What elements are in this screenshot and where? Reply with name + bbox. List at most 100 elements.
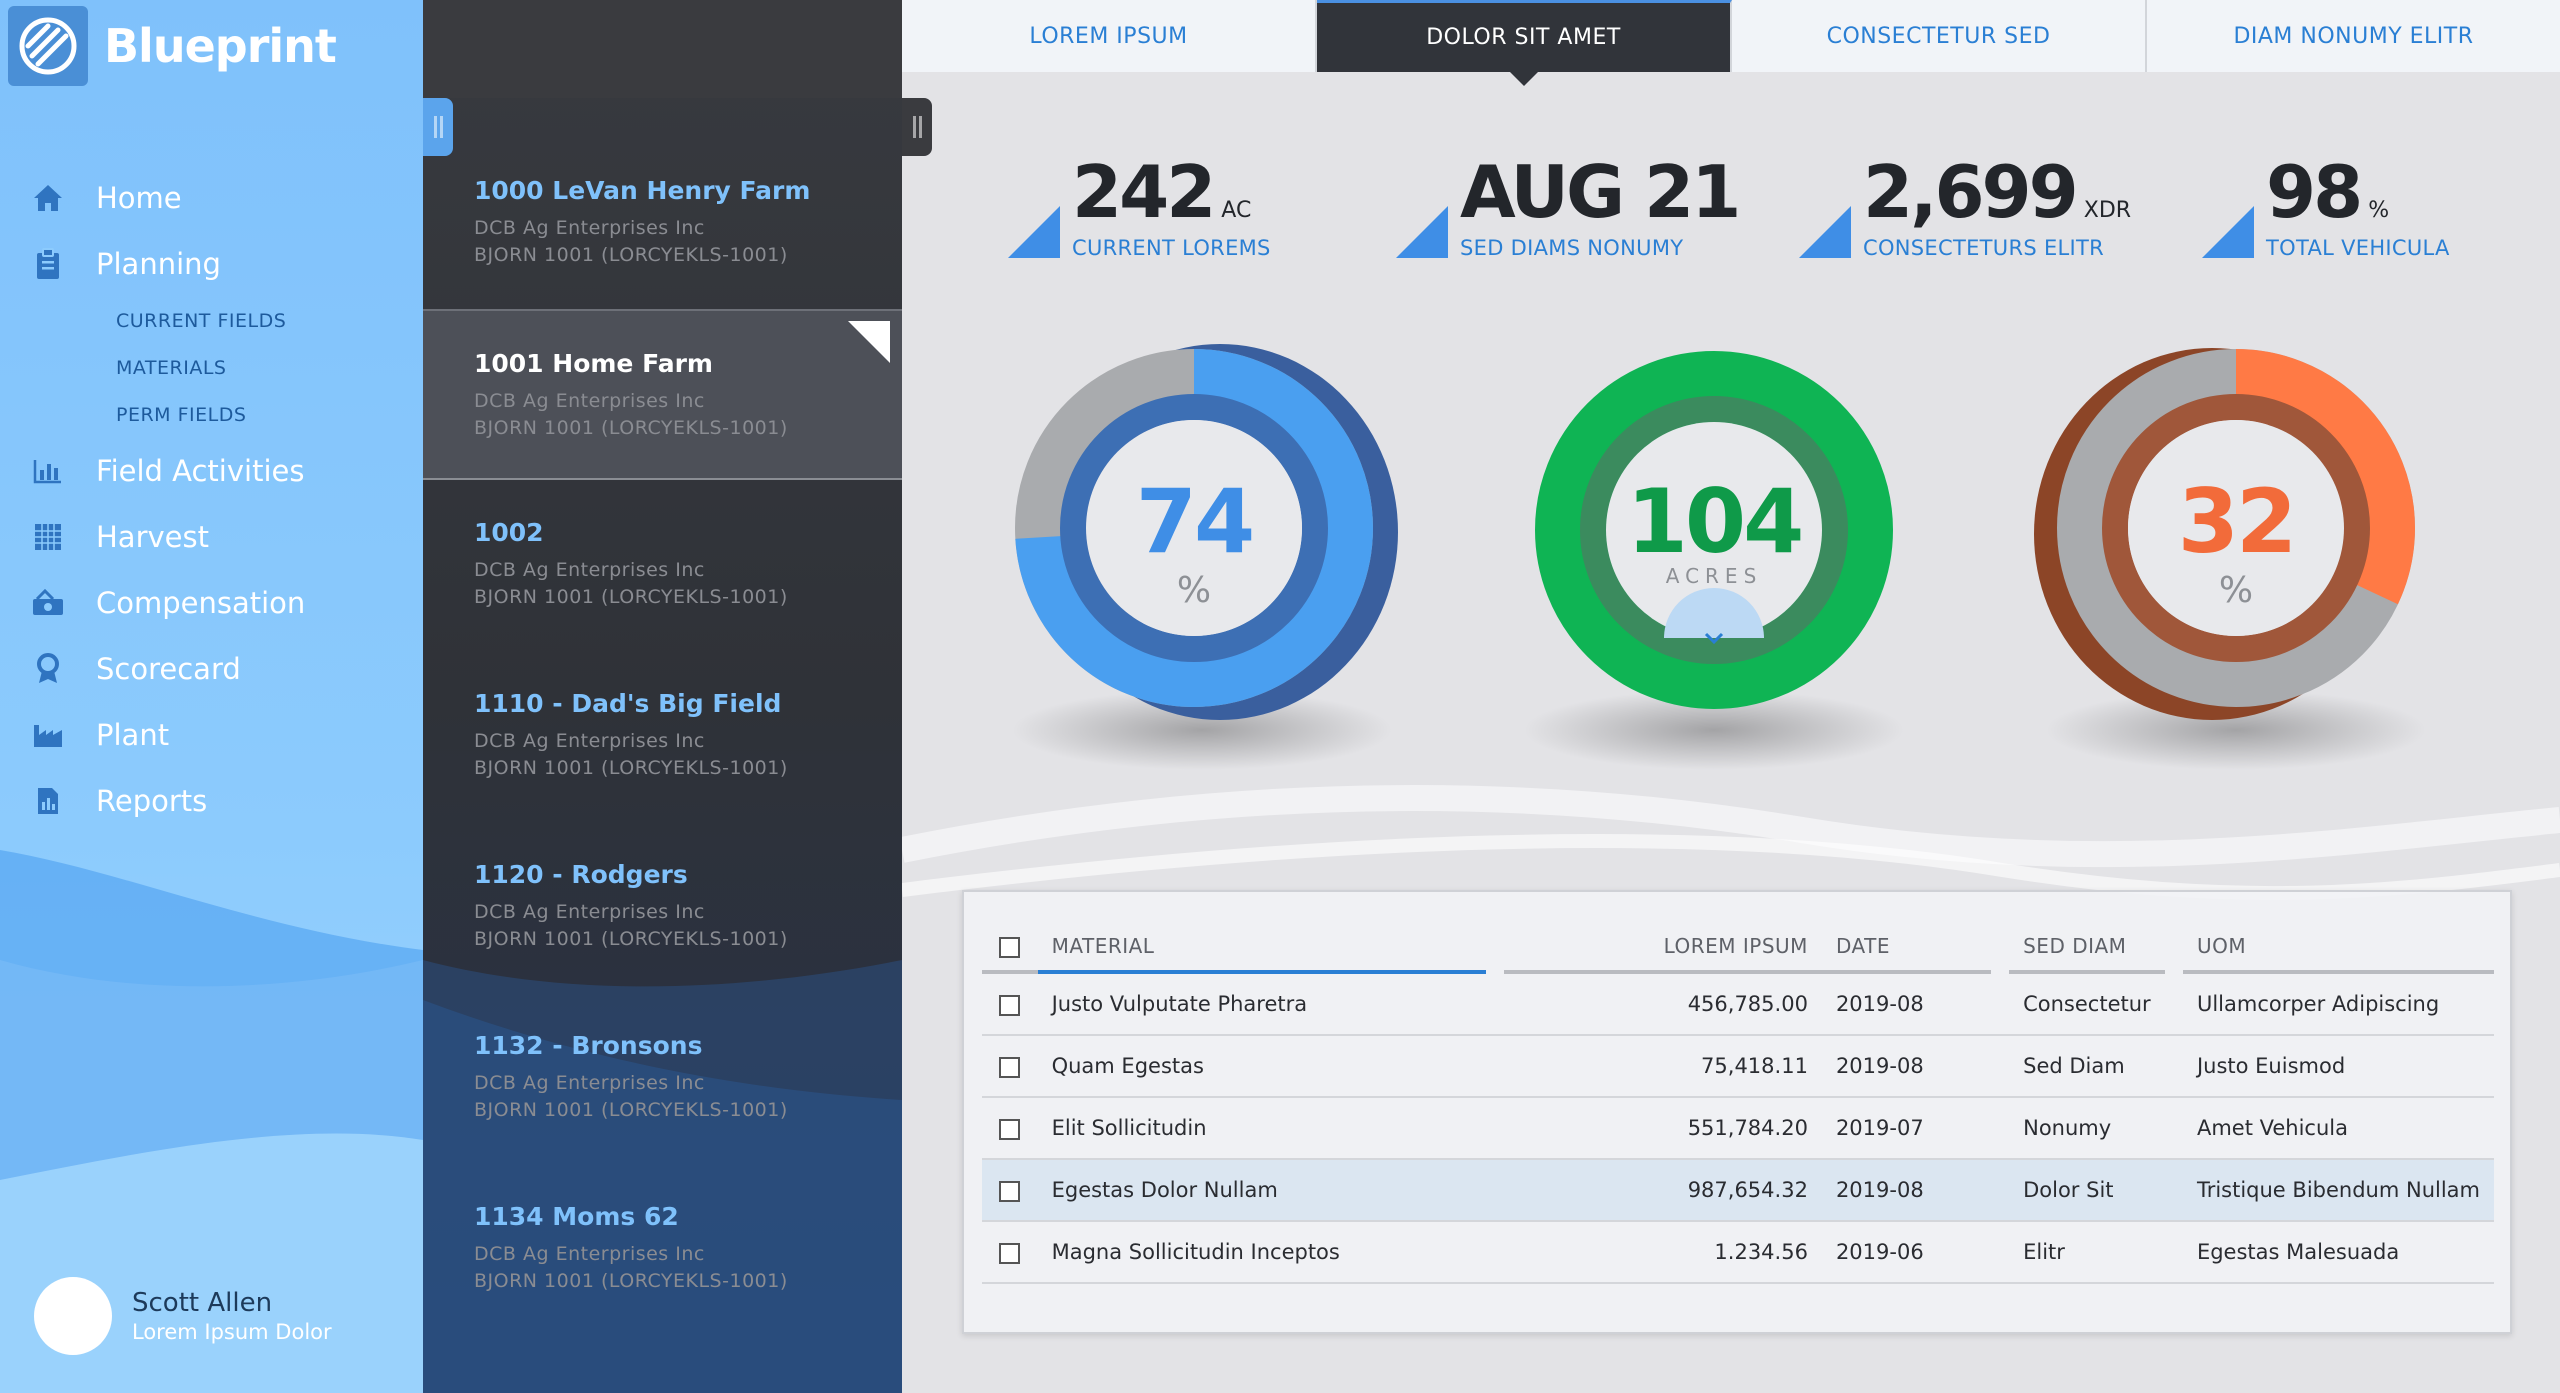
table-row[interactable]: Justo Vulputate Pharetra 456,785.00 2019…	[982, 974, 2494, 1036]
farm-code: BJORN 1001 (LORCYEKLS-1001)	[474, 928, 788, 950]
farm-list-item[interactable]: 1132 - Bronsons DCB Ag Enterprises Inc B…	[423, 993, 902, 1164]
column-header-uom[interactable]: UOM	[2182, 922, 2494, 974]
nav-item-compensation[interactable]: Compensation	[0, 570, 423, 636]
tab-bar: LOREM IPSUM DOLOR SIT AMET CONSECTETUR S…	[902, 0, 2560, 72]
cell-diam: Consectetur	[2009, 974, 2166, 1036]
tab-consectetur-sed[interactable]: CONSECTETUR SED	[1732, 0, 2147, 72]
stat-unit: %	[2368, 198, 2390, 223]
table-row[interactable]: Elit Sollicitudin 551,784.20 2019-07 Non…	[982, 1098, 2494, 1160]
grip-icon	[433, 116, 443, 138]
donut-shadow	[1012, 690, 1392, 770]
table-row[interactable]: Quam Egestas 75,418.11 2019-08 Sed Diam …	[982, 1036, 2494, 1098]
cell-amount: 551,784.20	[1503, 1098, 1822, 1160]
cell-uom: Tristique Bibendum Nullam	[2182, 1160, 2494, 1222]
farm-company: DCB Ag Enterprises Inc	[474, 559, 705, 581]
donut-chart-acres	[1535, 351, 1893, 709]
row-checkbox[interactable]	[999, 1180, 1021, 1202]
subnav-item-current-fields[interactable]: CURRENT FIELDS	[116, 309, 287, 332]
row-checkbox[interactable]	[999, 1118, 1021, 1140]
nav-item-scorecard[interactable]: Scorecard	[0, 636, 423, 702]
nav-item-plant[interactable]: Plant	[0, 702, 423, 768]
donut-inner-ring	[1580, 396, 1848, 664]
clipboard-icon	[30, 246, 66, 282]
column-header-sed-diam[interactable]: SED DIAM	[2009, 922, 2166, 974]
farm-code: BJORN 1001 (LORCYEKLS-1001)	[474, 1270, 788, 1292]
donut-shadow	[1524, 690, 1904, 770]
donut-center	[1606, 422, 1822, 638]
donut-toggle-button[interactable]	[1664, 588, 1764, 638]
table-row-highlighted[interactable]: Egestas Dolor Nullam 987,654.32 2019-08 …	[982, 1160, 2494, 1222]
column-header-date[interactable]: DATE	[1821, 922, 1992, 974]
brand[interactable]: Blueprint	[8, 6, 337, 86]
farm-code: BJORN 1001 (LORCYEKLS-1001)	[474, 586, 788, 608]
cell-date: 2019-06	[1821, 1222, 1992, 1284]
nav-item-home[interactable]: Home	[0, 165, 423, 231]
cell-diam: Nonumy	[2009, 1098, 2166, 1160]
column-header-material[interactable]: MATERIAL	[1037, 922, 1487, 974]
user-profile[interactable]: Scott Allen Lorem Ipsum Dolor	[34, 1277, 332, 1355]
bar-chart-icon	[30, 453, 66, 489]
donut-shadow	[2046, 690, 2426, 770]
cell-date: 2019-08	[1821, 1160, 1992, 1222]
sidebar: Blueprint Home Planning CURRENT FIELDS M…	[0, 0, 423, 1393]
donut-value: 74	[1135, 470, 1255, 573]
stat-label: SED DIAMS NONUMY	[1460, 236, 1684, 260]
cell-uom: Justo Euismod	[2182, 1036, 2494, 1098]
stat-label: CURRENT LOREMS	[1072, 236, 1271, 260]
cell-amount: 456,785.00	[1503, 974, 1822, 1036]
materials-table: MATERIAL LOREM IPSUM DATE SED DIAM UOM J…	[982, 922, 2494, 1284]
farm-list-item[interactable]: 1110 - Dad's Big Field DCB Ag Enterprise…	[423, 651, 902, 822]
sidebar-collapse-handle[interactable]	[423, 98, 453, 156]
cell-amount: 987,654.32	[1503, 1160, 1822, 1222]
row-checkbox[interactable]	[999, 994, 1021, 1016]
cell-uom: Amet Vehicula	[2182, 1098, 2494, 1160]
farm-list-item[interactable]: 1120 - Rodgers DCB Ag Enterprises Inc BJ…	[423, 822, 902, 993]
select-all-checkbox[interactable]	[999, 937, 1021, 958]
brand-name: Blueprint	[104, 19, 337, 73]
stat-triangle-icon	[1008, 206, 1060, 258]
sidebar-nav: Home Planning CURRENT FIELDS MATERIALS P…	[0, 165, 423, 834]
farm-company: DCB Ag Enterprises Inc	[474, 730, 705, 752]
donut-charts: 74 % 104 ACRES 32 %	[902, 320, 2560, 800]
farm-list-item[interactable]: 1000 LeVan Henry Farm DCB Ag Enterprises…	[423, 138, 902, 309]
farm-code: BJORN 1001 (LORCYEKLS-1001)	[474, 757, 788, 779]
farm-panel-header	[423, 0, 902, 98]
farm-list-item-selected[interactable]: 1001 Home Farm DCB Ag Enterprises Inc BJ…	[423, 309, 902, 480]
avatar[interactable]	[34, 1277, 112, 1355]
farm-list-item[interactable]: 1134 Moms 62 DCB Ag Enterprises Inc BJOR…	[423, 1164, 902, 1335]
stat-triangle-icon	[2202, 206, 2254, 258]
nav-item-field-activities[interactable]: Field Activities	[0, 438, 423, 504]
farm-list: 1000 LeVan Henry Farm DCB Ag Enterprises…	[423, 138, 902, 1335]
donut-value-arc	[2057, 349, 2415, 707]
row-checkbox[interactable]	[999, 1056, 1021, 1078]
subnav-item-materials[interactable]: MATERIALS	[116, 356, 227, 379]
tab-dolor-sit-amet[interactable]: DOLOR SIT AMET	[1317, 0, 1732, 72]
farm-panel-collapse-handle[interactable]	[902, 98, 932, 156]
tab-lorem-ipsum[interactable]: LOREM IPSUM	[902, 0, 1317, 72]
row-checkbox[interactable]	[999, 1242, 1021, 1264]
farm-list-item[interactable]: 1002 DCB Ag Enterprises Inc BJORN 1001 (…	[423, 480, 902, 651]
donut-unit: ACRES	[1665, 564, 1763, 588]
column-header-lorem-ipsum[interactable]: LOREM IPSUM	[1503, 922, 1822, 974]
cell-material: Egestas Dolor Nullam	[1037, 1160, 1487, 1222]
donut-inner-ring	[1060, 394, 1328, 662]
cell-uom: Ullamcorper Adipiscing	[2182, 974, 2494, 1036]
donut-svg	[1012, 344, 2426, 770]
cell-material: Quam Egestas	[1037, 1036, 1487, 1098]
donut-unit: %	[2218, 570, 2254, 611]
nav-label: Reports	[96, 784, 208, 818]
stat-value: 98	[2266, 150, 2363, 234]
subnav-item-perm-fields[interactable]: PERM FIELDS	[116, 403, 247, 426]
report-icon	[30, 783, 66, 819]
nav-item-reports[interactable]: Reports	[0, 768, 423, 834]
nav-item-harvest[interactable]: Harvest	[0, 504, 423, 570]
farm-list-panel: 1000 LeVan Henry Farm DCB Ag Enterprises…	[423, 0, 902, 1393]
main-wave-decoration	[902, 785, 2560, 901]
tab-diam-nonumy-elitr[interactable]: DIAM NONUMY ELITR	[2147, 0, 2560, 72]
farm-company: DCB Ag Enterprises Inc	[474, 390, 705, 412]
table-row[interactable]: Magna Sollicitudin Inceptos 1.234.56 201…	[982, 1222, 2494, 1284]
table-header-row: MATERIAL LOREM IPSUM DATE SED DIAM UOM	[982, 922, 2494, 974]
nav-label: Plant	[96, 718, 170, 752]
farm-company: DCB Ag Enterprises Inc	[474, 1072, 705, 1094]
nav-item-planning[interactable]: Planning	[0, 231, 423, 297]
